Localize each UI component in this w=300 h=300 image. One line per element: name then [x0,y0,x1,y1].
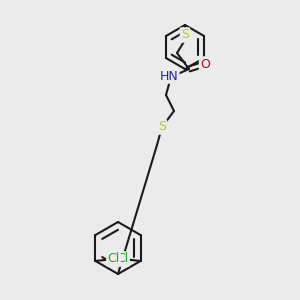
Text: HN: HN [160,70,178,83]
Text: O: O [200,58,210,70]
Text: S: S [181,28,189,41]
Text: Cl: Cl [116,253,129,266]
Text: Cl: Cl [107,253,120,266]
Text: S: S [158,121,166,134]
